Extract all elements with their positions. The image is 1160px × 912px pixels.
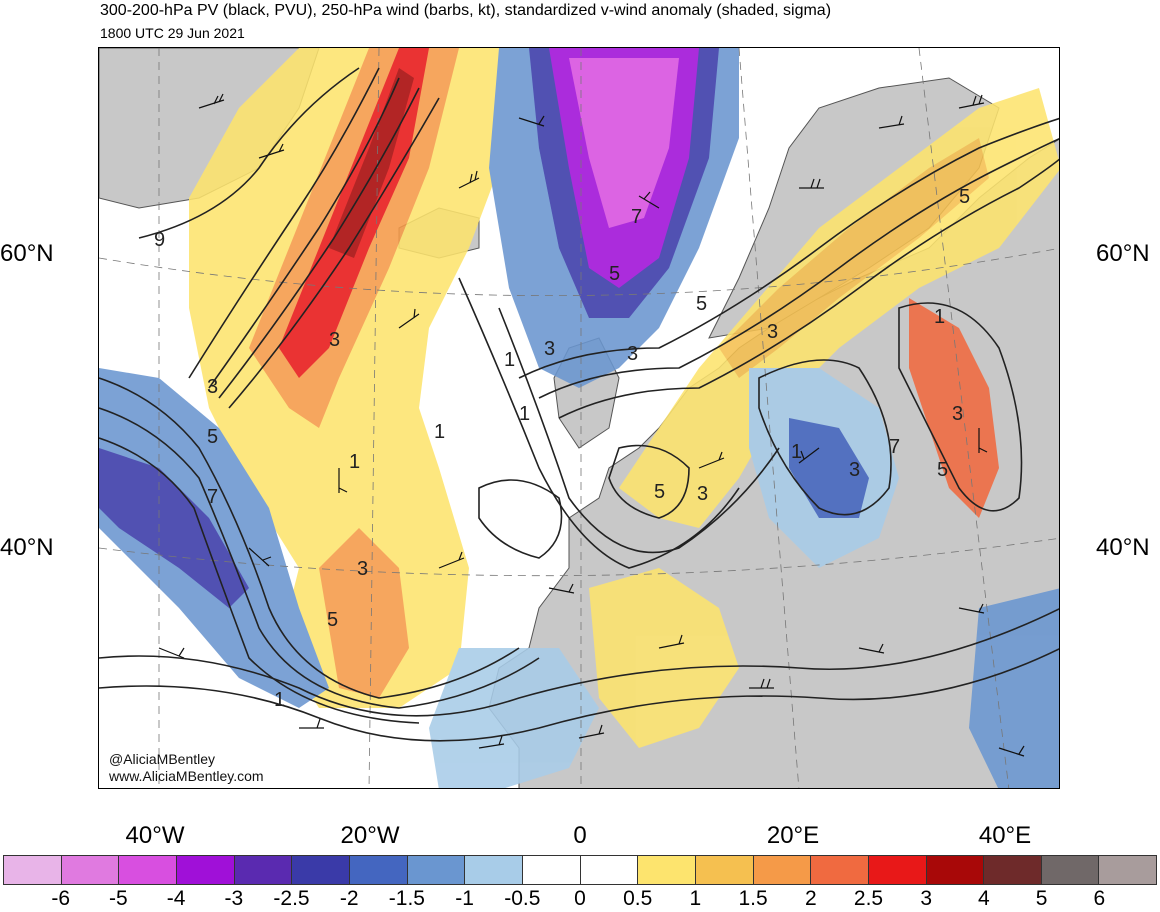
contour-label: 3 [952,403,963,425]
colorbar-swatch [176,855,235,885]
colorbar-tick-label: 6 [1093,887,1106,910]
colorbar-tick-label: 3 [920,887,933,910]
colorbar-swatch [1041,855,1100,885]
colorbar-tick-label: -1.5 [388,887,425,910]
colorbar-swatch [753,855,812,885]
anomaly-shading [99,48,1059,788]
contour-label: 3 [767,321,778,343]
contour-label: 5 [654,481,665,503]
contour-label: 7 [889,436,900,458]
colorbar-tick-label: -1 [455,887,474,910]
colorbar-tick-label: -6 [51,887,71,910]
lon-label-0: 0 [573,822,587,849]
shade-positive-east-red [909,298,999,518]
map-canvas: 9 3 5 7 1 3 5 1 3 5 7 5 3 1 1 3 5 3 1 3 … [99,48,1059,788]
shade-negative-central-dark [789,418,869,518]
contour-label: 9 [154,229,165,251]
lat-label-60n-left: 60°N [0,240,54,267]
lon-label-20w: 20°W [340,822,400,849]
contour-label: 5 [327,609,338,631]
colorbar-tick-label: 1.5 [738,887,768,910]
lon-label-40e: 40°E [978,822,1032,849]
credit-handle: @AliciaMBentley [109,751,216,767]
colorbar-swatch [349,855,408,885]
chart-title: 300-200-hPa PV (black, PVU), 250-hPa win… [100,2,832,19]
colorbar-tick-label: 0.5 [623,887,653,910]
shade-negative-south [429,648,599,788]
contour-label: 1 [934,306,945,328]
colorbar-swatch [292,855,350,885]
colorbar-swatch [868,855,927,885]
contour-label: 1 [349,451,360,473]
colorbar-swatch [811,855,869,885]
colorbar-tick-label: 4 [978,887,990,910]
colorbar-swatch [465,855,523,885]
colorbar-tick-label: 0 [574,887,586,910]
contour-label: 3 [697,483,708,505]
contour-label: 5 [609,263,620,285]
lat-label-60n-right: 60°N [1096,240,1150,267]
colorbar-swatch [407,855,466,885]
contour-label: 5 [696,293,707,315]
colorbar-tick-label: 5 [1035,887,1048,910]
lon-label-40w: 40°W [125,822,185,849]
contour-label: 3 [329,329,340,351]
shade-positive-south [319,528,409,698]
contour-label: 5 [207,426,218,448]
colorbar-tick-label: -3 [224,887,244,910]
colorbar-swatch [926,855,985,885]
colorbar-swatch [3,855,62,885]
contour-label: 3 [357,558,368,580]
colorbar-tick-label: -2 [339,887,359,910]
lon-label-20e: 20°E [766,822,820,849]
contour-label: 5 [959,186,970,208]
colorbar-tick-label: -0.5 [504,887,541,910]
colorbar-tick-label: -5 [109,887,128,910]
colorbar-tick-label: 1 [689,887,702,910]
colorbar-swatch [580,855,639,885]
colorbar-swatch [695,855,754,885]
shade-negative-west-dark [99,448,249,608]
colorbar-tick-label: 2 [804,887,817,910]
shade-negative-north-violet [569,58,679,228]
contour-labels: 9 3 5 7 1 3 5 1 3 5 7 5 3 1 1 3 5 3 1 3 … [154,186,970,711]
contour-label: 1 [274,689,285,711]
pv-contours [99,67,1059,742]
colorbar-swatch [522,855,581,885]
contour-label: 1 [504,349,515,371]
contour-label: 1 [519,403,530,425]
contour-label: 7 [631,206,642,228]
colorbar-swatch [638,855,696,885]
contour-label: 3 [627,343,638,365]
contour-label: 3 [207,376,218,398]
contour-label: 3 [544,338,555,360]
valid-time: 1800 UTC 29 Jun 2021 [100,25,245,41]
shade-positive-med [589,568,739,748]
shade-positive-east-orange [719,138,989,378]
weather-map: 9 3 5 7 1 3 5 1 3 5 7 5 3 1 1 3 5 3 1 3 … [98,47,1060,789]
colorbar-tick-label: -4 [166,887,186,910]
lat-label-40n-right: 40°N [1096,534,1150,561]
credit-url: www.AliciaMBentley.com [109,768,264,784]
colorbar-swatch [984,855,1042,885]
colorbar-swatch [234,855,293,885]
wind-barbs [158,93,1025,757]
colorbar-swatch [1099,855,1158,885]
colorbar-swatch [61,855,120,885]
graticule [99,48,1059,788]
colorbar-tick-label: -2.5 [273,887,310,910]
colorbar [3,855,1158,885]
shade-positive-warm [189,48,519,708]
colorbar-swatch [119,855,177,885]
colorbar-tick-label: 2.5 [853,887,884,910]
lat-label-40n-left: 40°N [0,534,54,561]
contour-label: 1 [434,421,445,443]
contour-label: 1 [791,441,802,463]
contour-label: 5 [937,459,948,481]
contour-label: 7 [207,486,218,508]
contour-label: 3 [849,459,860,481]
